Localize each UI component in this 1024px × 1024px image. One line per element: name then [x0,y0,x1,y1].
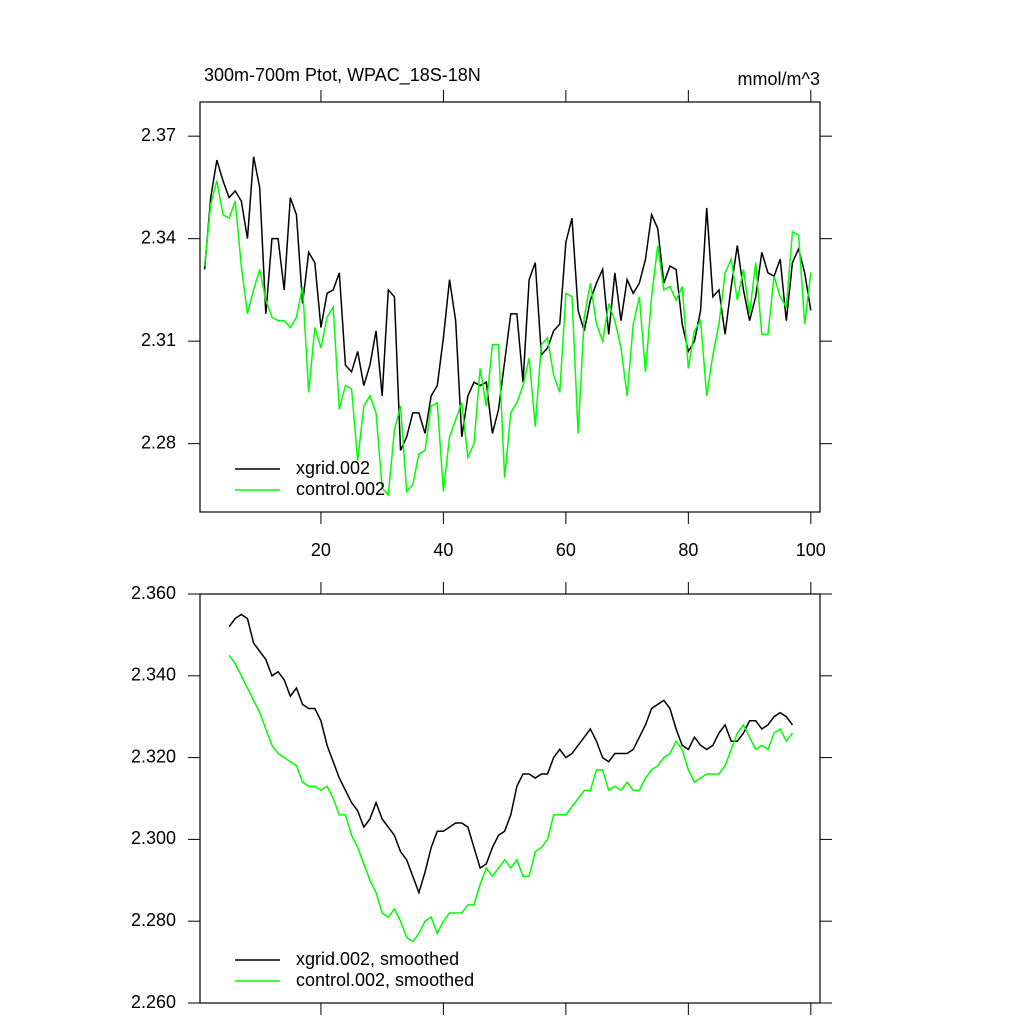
plot-frame [199,101,821,513]
y-tick-label: 2.340 [131,665,176,685]
y-tick-label: 2.37 [141,125,176,145]
x-tick-label: 40 [433,540,453,560]
y-tick-label: 2.360 [131,583,176,603]
x-tick-label: 100 [796,540,826,560]
chart-title: 300m-700m Ptot, WPAC_18S-18N [204,65,481,86]
y-tick-label: 2.31 [141,330,176,350]
y-tick-label: 2.280 [131,910,176,930]
units-label: mmol/m^3 [738,69,820,89]
legend-label: control.002 [296,479,385,499]
y-tick-label: 2.34 [141,227,176,247]
x-tick-label: 60 [556,540,576,560]
plot-frame [199,593,821,1004]
x-tick-label: 80 [678,540,698,560]
y-tick-label: 2.260 [131,992,176,1012]
y-tick-label: 2.28 [141,432,176,452]
data-line [228,613,794,895]
data-line [203,156,812,451]
data-line [203,180,812,497]
data-line [228,654,794,943]
legend-label: xgrid.002 [296,458,370,478]
legend-label: xgrid.002, smoothed [296,949,459,969]
y-tick-label: 2.320 [131,746,176,766]
x-tick-label: 20 [311,540,331,560]
legend-label: control.002, smoothed [296,970,474,990]
y-tick-label: 2.300 [131,828,176,848]
